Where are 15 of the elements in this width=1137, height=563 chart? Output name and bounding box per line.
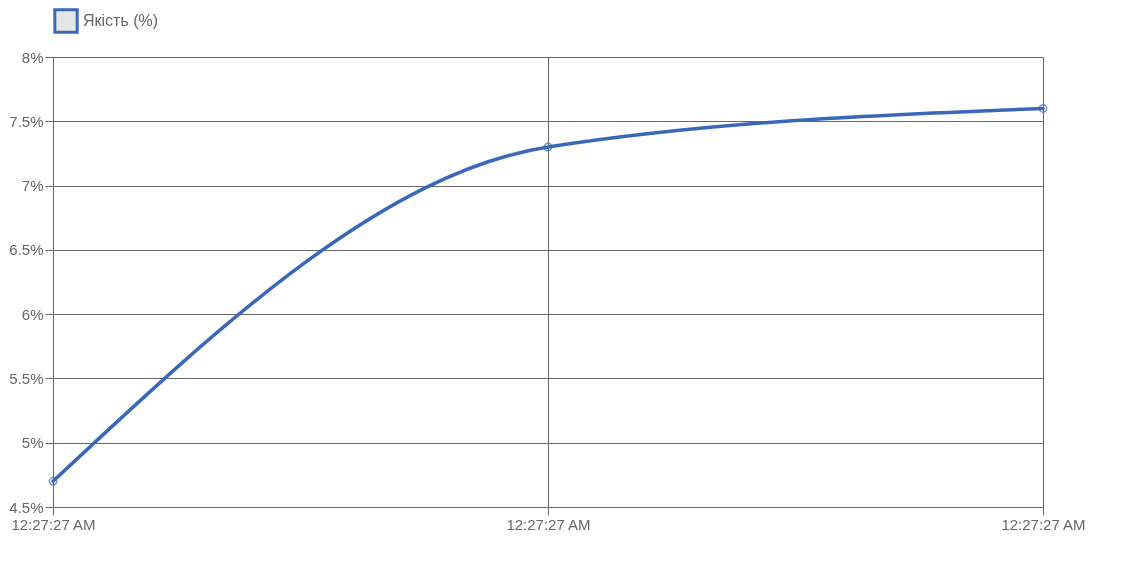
y-tick-label: 6% [21,305,44,323]
y-tick-label: 5.5% [9,369,44,387]
point [1038,103,1048,113]
y-tick-label: 8% [21,48,44,66]
y-tick-label: 7% [21,177,44,195]
y-tick-label: 7.5% [9,112,44,130]
point [48,476,58,486]
x-tick-label: 12:27:27 AM [1001,515,1086,533]
point [543,142,553,152]
x-tick-label: 12:27:27 AM [506,515,591,533]
y-tick-label: 5% [21,434,44,452]
legend-label: Якість (%) [83,12,159,29]
y-tick-label: 6.5% [9,241,44,259]
x-tick-label: 12:27:27 AM [11,515,96,533]
y-tick-label: 4.5% [9,498,44,516]
